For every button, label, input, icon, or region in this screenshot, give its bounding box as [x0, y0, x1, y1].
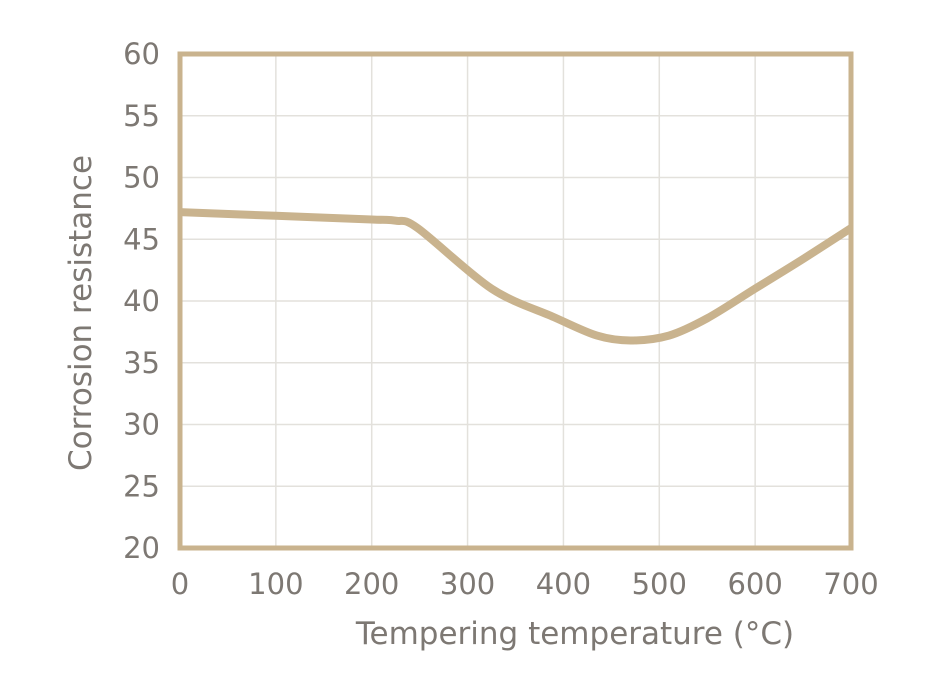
series-layer — [179, 208, 854, 345]
plot-frame — [177, 51, 854, 551]
y-tick-label: 25 — [123, 469, 160, 503]
y-axis-title: Corrosion resistance — [63, 155, 99, 471]
y-tick-label: 45 — [123, 222, 160, 256]
y-tick-label: 55 — [123, 99, 160, 133]
x-tick-label: 600 — [727, 567, 782, 601]
y-tick-label: 50 — [123, 161, 160, 195]
x-tick-label: 700 — [823, 567, 878, 601]
x-tick-label: 300 — [440, 567, 495, 601]
tick-label-layer: 0 100 200 300 400 500 600 700 20 25 30 35 40 45 50 55 60 — [123, 37, 879, 601]
y-tick-label: 40 — [123, 284, 160, 318]
y-tick-label: 20 — [123, 531, 160, 565]
x-tick-label: 500 — [632, 567, 687, 601]
y-tick-label: 60 — [123, 37, 160, 71]
x-tick-label: 0 — [171, 567, 189, 601]
y-tick-label: 35 — [123, 346, 160, 380]
x-tick-label: 200 — [344, 567, 399, 601]
x-tick-label: 100 — [248, 567, 303, 601]
y-tick-label: 30 — [123, 408, 160, 442]
series-line-0 — [179, 208, 854, 345]
x-tick-label: 400 — [536, 567, 591, 601]
x-axis-title: Tempering temperature (°C) — [355, 616, 794, 652]
frame-layer — [177, 51, 854, 551]
